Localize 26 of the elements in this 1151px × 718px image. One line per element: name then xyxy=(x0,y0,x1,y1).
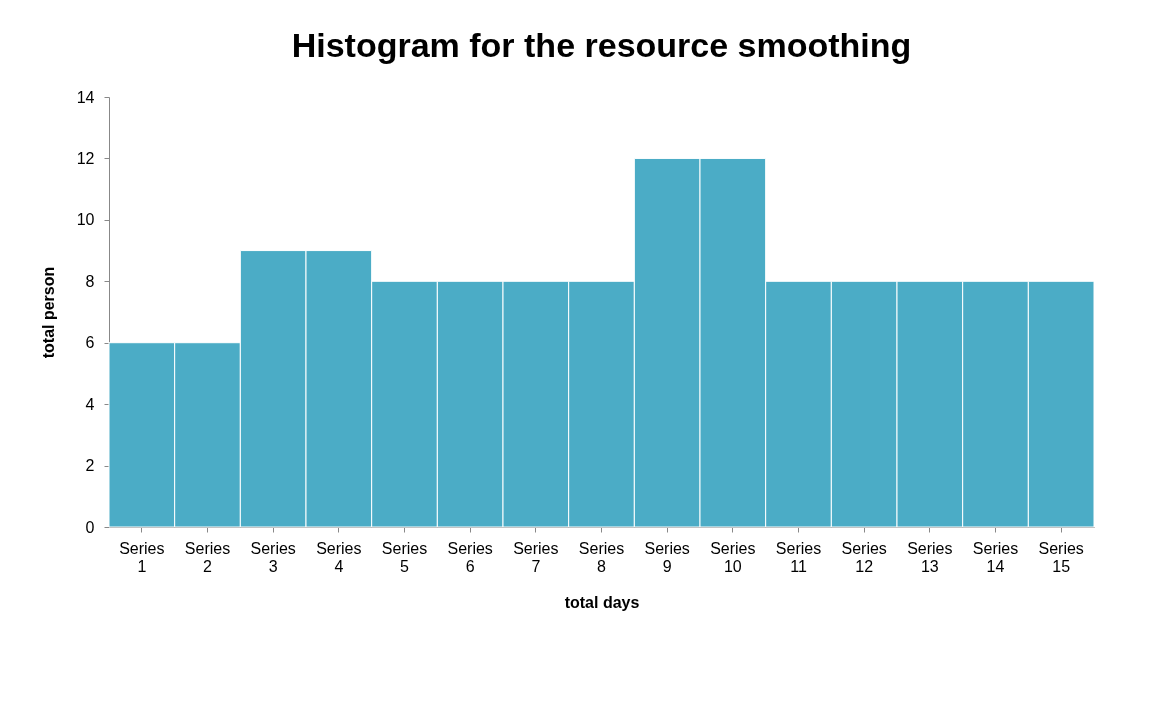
x-tick-label: Series 12 xyxy=(841,539,887,575)
x-tick-label: Series 9 xyxy=(644,539,690,575)
y-tick-label: 12 xyxy=(76,149,95,167)
x-tick-label: Series 10 xyxy=(710,539,756,575)
x-tick-label: Series 8 xyxy=(578,539,625,575)
chart-title: Histogram for the resource smoothing xyxy=(291,26,912,64)
x-tick-label: Series 6 xyxy=(447,539,493,575)
y-tick-label: 2 xyxy=(85,457,95,475)
x-tick-label: Series 4 xyxy=(316,539,362,575)
x-tick-label: Series 7 xyxy=(513,539,559,575)
y-tick-label: 0 xyxy=(85,518,95,536)
x-tick-label: Series 14 xyxy=(972,539,1019,575)
x-tick-label: Series 11 xyxy=(775,539,822,575)
y-tick-label: 10 xyxy=(76,211,95,229)
y-tick-label: 6 xyxy=(85,334,95,352)
x-tick-label: Series 2 xyxy=(184,539,231,575)
x-axis-title: total days xyxy=(564,593,640,611)
x-tick-label: Series 1 xyxy=(119,539,165,575)
y-axis-title: total person xyxy=(39,266,57,359)
x-tick-label: Series 13 xyxy=(907,539,953,575)
x-tick-label: Series 3 xyxy=(250,539,296,575)
y-tick-label: 8 xyxy=(85,272,95,290)
x-tick-label: Series 15 xyxy=(1038,539,1084,575)
x-tick-label: Series 5 xyxy=(381,539,428,575)
y-tick-label: 14 xyxy=(76,88,95,106)
y-tick-label: 4 xyxy=(85,395,95,413)
